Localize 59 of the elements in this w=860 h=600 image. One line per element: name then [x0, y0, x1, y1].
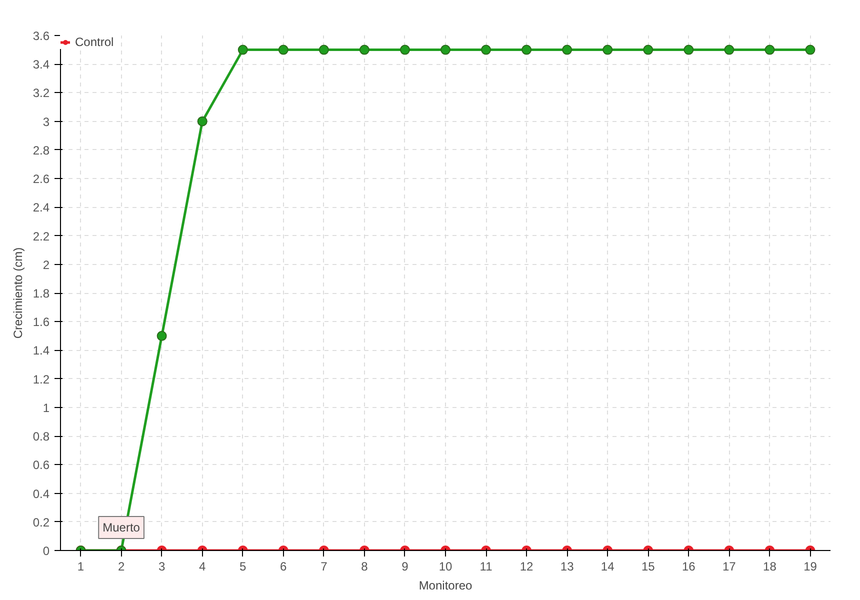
point: [278, 44, 288, 55]
point: [643, 44, 654, 55]
x-tick-label: 3: [158, 560, 166, 574]
x-tick-label: 6: [280, 560, 288, 574]
y-tick-label: 3.4: [32, 58, 50, 72]
point: [764, 44, 775, 55]
y-tick-label: 1.8: [32, 286, 50, 300]
x-tick-label: 7: [320, 560, 328, 574]
annotation: Muerto: [102, 520, 140, 534]
point: [602, 44, 613, 55]
y-tick-label: 1.4: [32, 344, 50, 358]
x-tick-label: 5: [240, 560, 247, 574]
y-tick-label: 1.2: [32, 372, 50, 386]
point: [724, 44, 734, 55]
y-tick-label: 0.8: [32, 430, 50, 444]
point: [805, 44, 816, 55]
y-tick-label: 0.6: [32, 458, 50, 472]
point: [238, 44, 248, 55]
x-tick-label: 12: [520, 560, 534, 574]
y-tick-label: 0: [42, 544, 50, 558]
y-tick-label: 2.4: [32, 200, 50, 215]
y-tick-label: 1: [42, 400, 50, 415]
point: [156, 330, 167, 341]
y-tick-label: 3: [42, 114, 50, 129]
x-tick-label: 15: [641, 560, 656, 574]
legend-label: Control: [75, 35, 114, 49]
point: [481, 44, 492, 55]
x-tick-label: 16: [682, 560, 696, 574]
x-tick-label: 10: [438, 560, 452, 574]
x-tick-label: 4: [199, 560, 206, 574]
y-tick-label: 2: [42, 258, 50, 272]
point: [318, 44, 329, 55]
x-tick-label: 2: [118, 560, 125, 574]
point: [522, 44, 532, 55]
x-tick-label: 17: [722, 560, 736, 574]
x-tick-label: 9: [402, 560, 409, 574]
point: [197, 116, 208, 126]
y-tick-label: 0.2: [32, 515, 50, 530]
point: [440, 44, 450, 55]
y-tick-label: 2.2: [32, 229, 50, 244]
point: [562, 44, 572, 55]
point: [359, 44, 370, 55]
x-tick-label: 13: [560, 560, 574, 574]
x-tick-label: 14: [600, 560, 615, 574]
y-tick-label: 2.6: [32, 172, 50, 186]
y-tick-label: 2.8: [32, 143, 50, 158]
x-tick-label: 8: [361, 560, 368, 574]
x-tick-label: 18: [763, 560, 777, 574]
x-tick-label: 11: [480, 560, 493, 574]
point: [400, 44, 410, 55]
y-axis-title: Crecimiento (cm): [10, 247, 25, 339]
y-tick-label: 1.6: [32, 315, 50, 330]
x-tick-label: 19: [804, 560, 818, 574]
y-tick-label: 0.4: [32, 486, 50, 501]
x-tick-label: 1: [77, 560, 84, 574]
point: [684, 44, 694, 55]
y-tick-label: 3.6: [32, 29, 50, 43]
y-tick-label: 3.2: [32, 86, 50, 100]
x-axis-title: Monitoreo: [418, 578, 473, 592]
